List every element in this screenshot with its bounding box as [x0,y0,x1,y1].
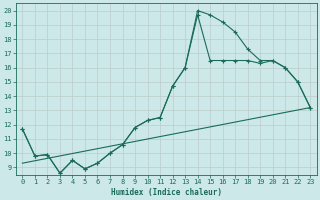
X-axis label: Humidex (Indice chaleur): Humidex (Indice chaleur) [111,188,222,197]
